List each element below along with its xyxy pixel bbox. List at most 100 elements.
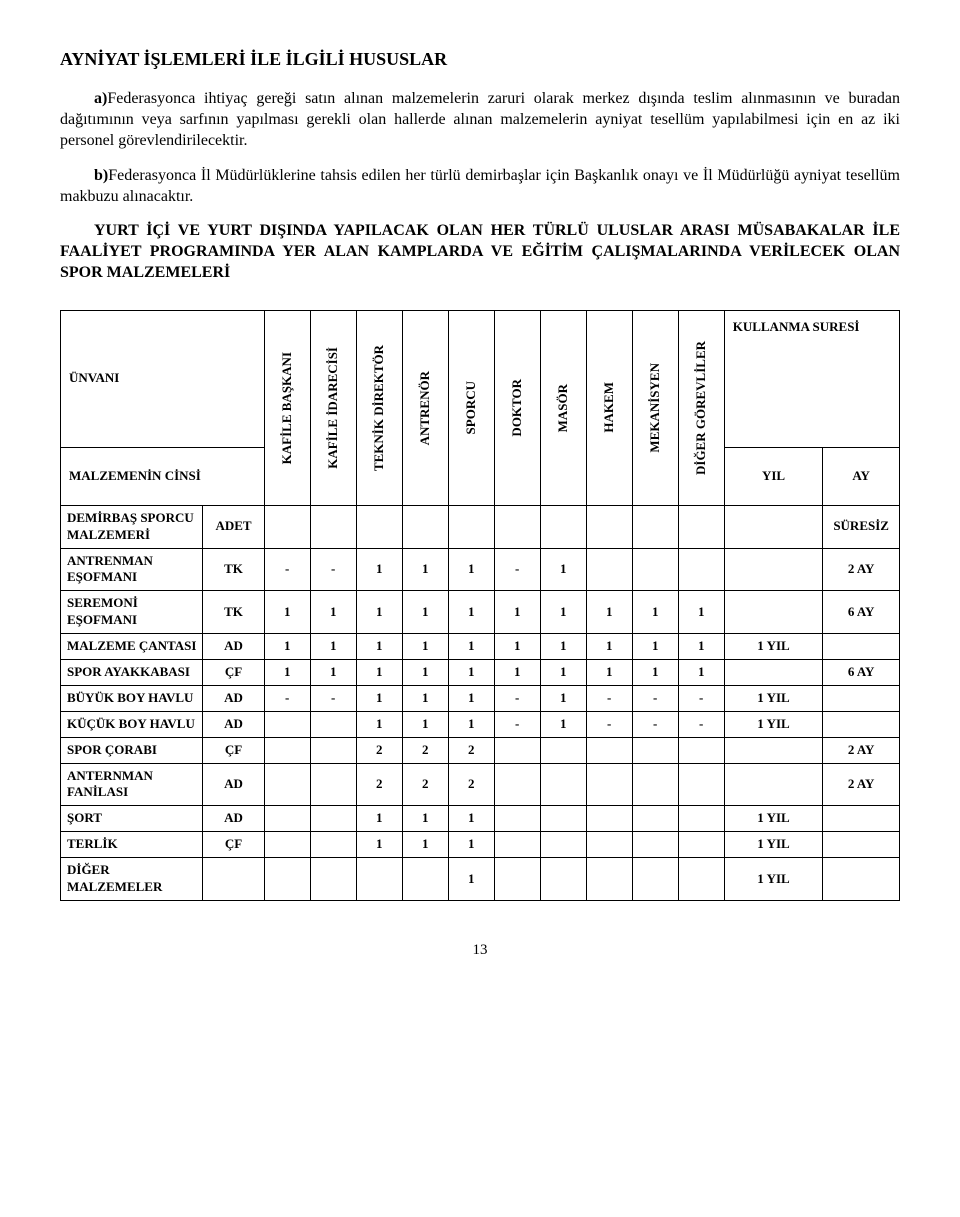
row-unit: AD (203, 634, 264, 660)
cell: - (494, 711, 540, 737)
cell: 1 (678, 660, 724, 686)
header-col-4: SPORCU (448, 310, 494, 505)
cell: 1 (356, 548, 402, 591)
table-row: SPOR AYAKKABASIÇF11111111116 AY (61, 660, 900, 686)
cell: 1 (448, 591, 494, 634)
header-malzemenin: MALZEMENİN CİNSİ (61, 447, 265, 505)
cell: 1 (540, 711, 586, 737)
cell: 1 (448, 711, 494, 737)
paragraph-b: b)Federasyonca İl Müdürlüklerine tahsis … (60, 166, 900, 208)
paragraph-a: a)Federasyonca ihtiyaç gereği satın alın… (60, 89, 900, 151)
cell-ay: SÜRESİZ (823, 505, 900, 548)
cell: 1 (448, 685, 494, 711)
header-col-7: HAKEM (586, 310, 632, 505)
cell: 2 (402, 763, 448, 806)
cell (586, 858, 632, 901)
cell: 1 (448, 634, 494, 660)
cell: 1 (402, 591, 448, 634)
row-label: BÜYÜK BOY HAVLU (61, 685, 203, 711)
cell-ay (823, 806, 900, 832)
cell: 1 (494, 591, 540, 634)
cell (678, 548, 724, 591)
header-col-3: ANTRENÖR (402, 310, 448, 505)
row-unit: ÇF (203, 832, 264, 858)
cell: 1 (494, 660, 540, 686)
cell (264, 763, 310, 806)
cell: 1 (356, 711, 402, 737)
row-unit: AD (203, 711, 264, 737)
cell (540, 505, 586, 548)
row-unit: ADET (203, 505, 264, 548)
header-col-1: KAFİLE İDARECİSİ (310, 310, 356, 505)
cell: 1 (356, 591, 402, 634)
header-col-9: DİĞER GÖREVLİLER (678, 310, 724, 505)
cell-ay: 2 AY (823, 763, 900, 806)
cell: 1 (632, 660, 678, 686)
cell (494, 737, 540, 763)
cell: - (632, 711, 678, 737)
cell: - (310, 548, 356, 591)
table-row: ŞORTAD1111 YIL (61, 806, 900, 832)
cell (678, 832, 724, 858)
cell: 1 (402, 806, 448, 832)
header-ay: AY (823, 447, 900, 505)
table-row: BÜYÜK BOY HAVLUAD--111-1---1 YIL (61, 685, 900, 711)
cell: 1 (448, 832, 494, 858)
cell: 1 (356, 685, 402, 711)
cell: 1 (402, 832, 448, 858)
header-col-0: KAFİLE BAŞKANI (264, 310, 310, 505)
cell-yil (724, 763, 823, 806)
table-row: DEMİRBAŞ SPORCU MALZEMERİADETSÜRESİZ (61, 505, 900, 548)
cell: - (678, 685, 724, 711)
cell-ay (823, 711, 900, 737)
cell: 2 (356, 737, 402, 763)
table-row: ANTRENMAN EŞOFMANITK--111-12 AY (61, 548, 900, 591)
cell (586, 505, 632, 548)
cell (586, 806, 632, 832)
cell (448, 505, 494, 548)
cell (632, 806, 678, 832)
table-row: ANTERNMAN FANİLASIAD2222 AY (61, 763, 900, 806)
cell (632, 737, 678, 763)
cell (310, 711, 356, 737)
cell (540, 737, 586, 763)
cell-yil: 1 YIL (724, 832, 823, 858)
cell: 1 (540, 634, 586, 660)
cell: 1 (586, 591, 632, 634)
cell (632, 548, 678, 591)
table-row: SEREMONİ EŞOFMANITK11111111116 AY (61, 591, 900, 634)
cell (632, 763, 678, 806)
row-unit: ÇF (203, 660, 264, 686)
cell: 1 (310, 591, 356, 634)
row-label: SPOR ÇORABI (61, 737, 203, 763)
cell-yil (724, 548, 823, 591)
row-unit: AD (203, 763, 264, 806)
cell (494, 832, 540, 858)
cell: 1 (448, 806, 494, 832)
cell-yil (724, 505, 823, 548)
cell: - (264, 548, 310, 591)
row-label: SPOR AYAKKABASI (61, 660, 203, 686)
table-row: SPOR ÇORABIÇF2222 AY (61, 737, 900, 763)
cell (310, 806, 356, 832)
cell (678, 763, 724, 806)
row-unit: AD (203, 685, 264, 711)
cell: 1 (678, 634, 724, 660)
header-col-6: MASÖR (540, 310, 586, 505)
cell: 1 (402, 634, 448, 660)
para-a-text: Federasyonca ihtiyaç gereği satın alınan… (60, 90, 900, 149)
row-label: KÜÇÜK BOY HAVLU (61, 711, 203, 737)
cell-yil: 1 YIL (724, 634, 823, 660)
cell (678, 737, 724, 763)
cell-yil (724, 591, 823, 634)
para-a-prefix: a) (94, 90, 107, 107)
table-row: TERLİKÇF1111 YIL (61, 832, 900, 858)
cell-ay: 2 AY (823, 737, 900, 763)
cell: 2 (448, 763, 494, 806)
row-label: ANTRENMAN EŞOFMANI (61, 548, 203, 591)
cell-ay (823, 685, 900, 711)
cell (678, 858, 724, 901)
cell-ay (823, 634, 900, 660)
cell (264, 737, 310, 763)
table-row: KÜÇÜK BOY HAVLUAD111-1---1 YIL (61, 711, 900, 737)
